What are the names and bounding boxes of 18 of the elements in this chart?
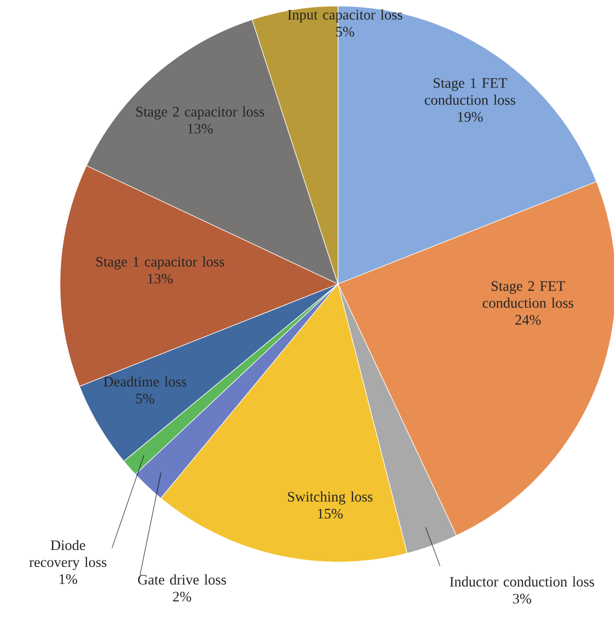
slice-label: Stage 1 FET conduction loss xyxy=(424,78,516,105)
slice-label: Gate drive loss xyxy=(138,574,226,585)
data-label: 5% xyxy=(136,394,154,404)
data-label: 3% xyxy=(513,594,532,604)
data-label: 13% xyxy=(188,124,213,134)
data-label: 2% xyxy=(173,592,192,602)
data-label: 19% xyxy=(458,112,483,122)
slice-label: Switching loss xyxy=(288,491,372,505)
slice-label: Diode recovery loss xyxy=(29,540,106,570)
data-label: 1% xyxy=(60,574,78,584)
data-label: 24% xyxy=(515,315,541,325)
slice-label: Stage 2 FET conduction loss xyxy=(482,281,574,308)
slice-label: Deadtime loss xyxy=(104,376,186,387)
slice-label: Stage 2 capacitor loss xyxy=(136,106,264,120)
slice-label: Stage 1 capacitor loss xyxy=(96,256,224,270)
data-label: 15% xyxy=(318,508,343,519)
data-label: 13% xyxy=(148,274,173,284)
slice-label: Inductor conduction loss xyxy=(450,576,594,587)
